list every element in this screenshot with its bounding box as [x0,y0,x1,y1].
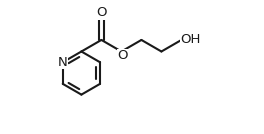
Text: O: O [96,7,107,20]
Text: OH: OH [181,34,201,46]
Text: O: O [117,49,128,62]
Text: N: N [58,56,68,69]
